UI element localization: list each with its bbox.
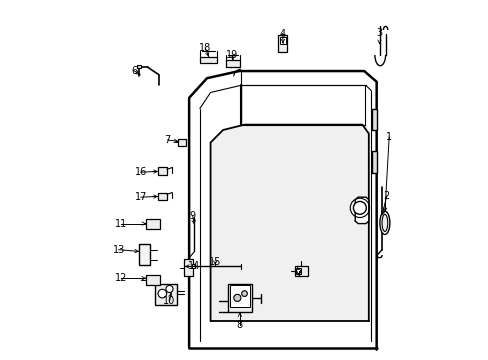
Text: 19: 19 bbox=[226, 50, 238, 60]
Text: 6: 6 bbox=[131, 66, 137, 76]
Text: 9: 9 bbox=[189, 211, 195, 221]
Text: 11: 11 bbox=[115, 219, 127, 229]
Bar bbox=[158, 167, 166, 175]
Bar bbox=[146, 219, 160, 229]
Text: 3: 3 bbox=[376, 28, 382, 38]
Bar bbox=[280, 37, 285, 44]
Bar bbox=[278, 35, 287, 53]
Circle shape bbox=[353, 202, 366, 214]
Bar bbox=[200, 57, 217, 63]
Bar bbox=[295, 267, 301, 274]
Ellipse shape bbox=[381, 214, 387, 231]
Text: 15: 15 bbox=[208, 257, 221, 267]
Text: 12: 12 bbox=[115, 273, 127, 283]
Circle shape bbox=[233, 294, 241, 301]
Bar bbox=[371, 109, 377, 130]
Bar bbox=[139, 244, 149, 265]
Bar bbox=[228, 284, 251, 312]
Circle shape bbox=[158, 289, 166, 298]
Circle shape bbox=[241, 291, 247, 296]
Bar bbox=[137, 65, 141, 68]
Text: 8: 8 bbox=[236, 320, 243, 330]
Text: 2: 2 bbox=[383, 191, 389, 201]
Text: 16: 16 bbox=[135, 167, 147, 177]
Text: 10: 10 bbox=[163, 296, 175, 306]
Bar bbox=[225, 60, 240, 67]
Text: 5: 5 bbox=[295, 266, 301, 276]
Bar bbox=[294, 266, 307, 276]
Circle shape bbox=[165, 285, 173, 293]
Text: 13: 13 bbox=[112, 245, 124, 255]
Bar bbox=[192, 264, 195, 267]
Text: 17: 17 bbox=[134, 192, 147, 202]
Text: 7: 7 bbox=[164, 135, 170, 145]
Text: 18: 18 bbox=[199, 43, 211, 53]
Text: 4: 4 bbox=[279, 28, 285, 39]
Bar bbox=[183, 258, 192, 276]
Polygon shape bbox=[354, 197, 368, 224]
Bar bbox=[155, 284, 176, 305]
Bar bbox=[371, 152, 377, 173]
Text: 1: 1 bbox=[386, 132, 391, 142]
Bar bbox=[178, 139, 186, 146]
Bar bbox=[230, 285, 249, 307]
Polygon shape bbox=[210, 125, 368, 321]
Ellipse shape bbox=[379, 211, 389, 234]
Bar bbox=[158, 193, 166, 201]
Text: 14: 14 bbox=[188, 261, 200, 271]
Bar bbox=[146, 275, 160, 285]
